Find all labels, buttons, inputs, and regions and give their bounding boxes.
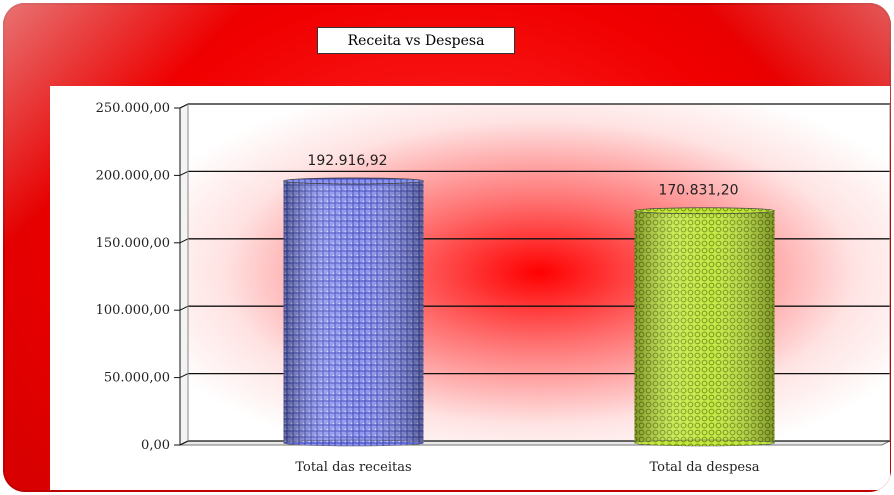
y-tick-label: 50.000,00: [104, 371, 170, 386]
x-category-label: Total da despesa: [649, 460, 759, 475]
bar-shading: [283, 180, 424, 443]
chart-frame: Receita vs Despesa: [3, 3, 891, 492]
chart-svg: 0,00 50.000,00 100.000,00 150.000,00 200.000…: [96, 101, 890, 475]
data-label: 170.831,20: [658, 183, 738, 199]
bar-shading: [634, 210, 775, 443]
gridline-side: [179, 103, 189, 109]
y-tick-label: 0,00: [141, 438, 170, 453]
y-tick-label: 250.000,00: [96, 101, 170, 116]
gridline-side: [179, 170, 189, 176]
y-tick-label: 100.000,00: [96, 303, 170, 318]
plot-side-wall: [179, 103, 189, 446]
plot-panel: 0,00 50.000,00 100.000,00 150.000,00 200.000…: [50, 86, 890, 490]
bar-top: [283, 177, 424, 185]
x-category-label: Total das receitas: [295, 460, 411, 475]
gridline-side: [179, 305, 189, 311]
bar-base: [283, 439, 424, 447]
data-label: 192.916,92: [307, 153, 387, 169]
bar-top: [634, 207, 775, 215]
y-tick-label: 200.000,00: [96, 168, 170, 183]
gridline-side: [179, 440, 189, 446]
gridline-side: [179, 373, 189, 379]
chart-title: Receita vs Despesa: [317, 27, 515, 54]
y-tick-label: 150.000,00: [96, 236, 170, 251]
bar-base: [634, 439, 775, 447]
gridline-side: [179, 238, 189, 244]
